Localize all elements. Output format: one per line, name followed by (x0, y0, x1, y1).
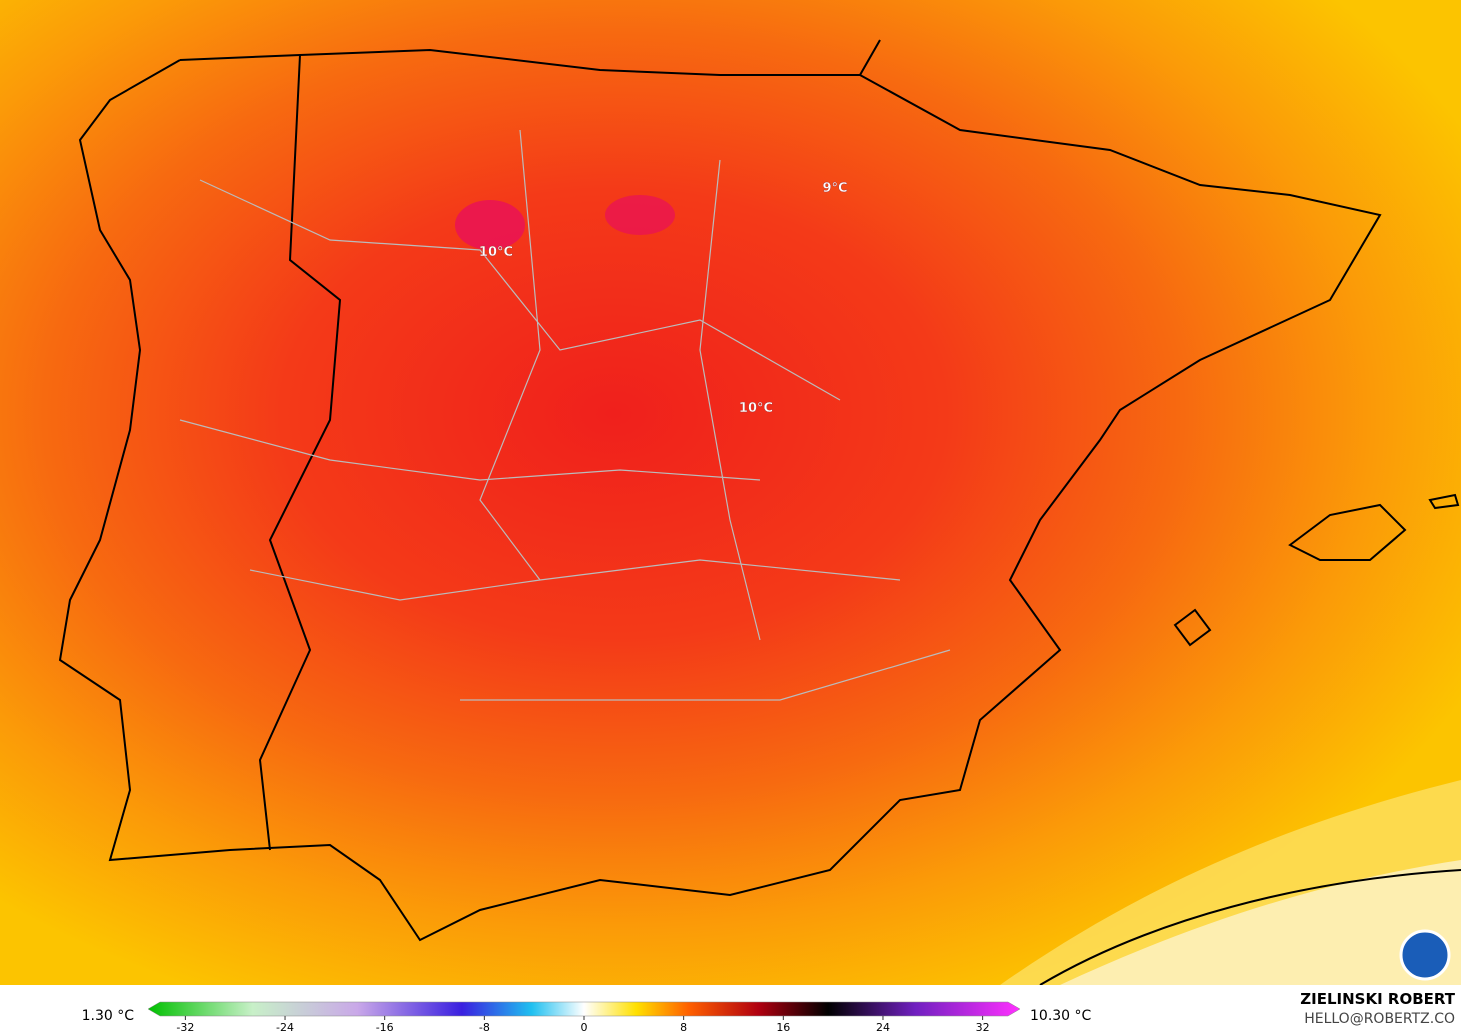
temperature-field (0, 0, 1461, 985)
noaa-logo (1399, 929, 1451, 981)
regions (179, 129, 951, 701)
tick-label: 0 (581, 1021, 588, 1034)
colorbar (147, 1001, 1021, 1017)
map-label: 10°C (739, 401, 773, 416)
islands (1173, 493, 1460, 647)
tick-label: -32 (176, 1021, 194, 1034)
tick-label: -16 (376, 1021, 394, 1034)
colorbar-max: 10.30 °C (1030, 1008, 1092, 1024)
tick-label: -24 (276, 1021, 294, 1034)
tick-label: 24 (876, 1021, 890, 1034)
border (258, 54, 342, 851)
hot-spot (605, 195, 675, 235)
hot-spot (455, 200, 525, 250)
tick-label: 8 (680, 1021, 687, 1034)
map-label: 10°C (479, 245, 513, 260)
contact: HELLO@ROBERTZ.CO (1304, 1011, 1455, 1027)
map-label: 9°C (822, 181, 847, 196)
africa-coast (1039, 869, 1461, 986)
africa-area (1060, 860, 1461, 985)
colorbar-min: 1.30 °C (82, 1008, 135, 1024)
tick-label: -8 (479, 1021, 490, 1034)
tick-label: 32 (976, 1021, 990, 1034)
author: ZIELINSKI ROBERT (1300, 990, 1455, 1008)
tick-label: 16 (776, 1021, 790, 1034)
